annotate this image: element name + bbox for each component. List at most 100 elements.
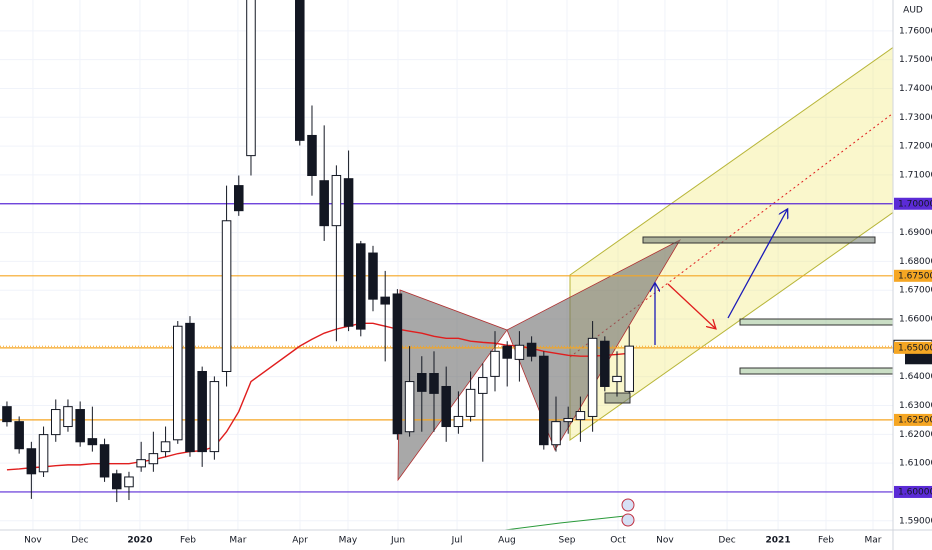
candle-body — [478, 377, 488, 394]
x-tick-label: Jul — [451, 536, 463, 546]
y-tick-label: 1.74000 — [899, 84, 932, 94]
y-tick-label: 1.73000 — [899, 113, 932, 123]
x-tick-label: Mar — [229, 536, 246, 546]
price-label-box — [894, 413, 932, 426]
candle-body — [111, 473, 122, 490]
x-tick-label: 2021 — [766, 536, 791, 546]
x-tick-label: Feb — [180, 536, 196, 546]
y-tick-label: 1.76000 — [899, 26, 932, 36]
candle-body — [575, 411, 586, 421]
candle-body — [209, 381, 220, 453]
candles — [2, 0, 634, 503]
zone — [642, 236, 876, 244]
candle-body — [26, 448, 37, 475]
candle-body — [526, 342, 537, 357]
candle-body — [356, 243, 366, 330]
price-label-box — [894, 269, 932, 282]
candle-body — [392, 293, 403, 435]
price-label: 1.65000 — [898, 343, 932, 353]
y-tick-label: 1.67000 — [899, 286, 932, 296]
candle-body — [453, 415, 464, 428]
arrow — [667, 283, 715, 328]
price-label-box — [894, 485, 932, 498]
x-tick-label: Apr — [292, 536, 308, 546]
candle-body — [50, 409, 61, 436]
y-tick-label: 1.75000 — [899, 55, 932, 65]
arrow — [727, 210, 787, 319]
candle-body — [234, 185, 244, 212]
indicator-line — [504, 515, 626, 530]
candle-body — [307, 134, 317, 177]
candle-body — [417, 373, 427, 392]
grid — [0, 0, 893, 530]
y-tick-label: 1.62000 — [899, 430, 932, 440]
candle-body — [136, 459, 146, 468]
candle-body — [490, 350, 500, 377]
y-tick-label: 1.72000 — [899, 142, 932, 152]
price-label: 1.67500 — [898, 271, 932, 281]
candle-body — [563, 417, 573, 423]
candle-body — [87, 438, 98, 446]
candle-body — [319, 180, 329, 227]
candle-body — [404, 381, 415, 433]
y-tick-label: 1.63000 — [899, 401, 932, 411]
x-tick-label: 2020 — [127, 536, 152, 546]
currency: AUD — [903, 6, 923, 16]
zone — [739, 318, 893, 326]
y-tick-label: 1.69000 — [899, 228, 932, 238]
x-tick-label: Mar — [864, 536, 881, 546]
x-tick-label: Feb — [818, 536, 834, 546]
candle-body — [441, 385, 451, 428]
candle-body — [63, 406, 73, 428]
candle-body — [612, 375, 622, 383]
event-icon — [621, 513, 635, 527]
candle-body — [38, 434, 49, 473]
candle-body — [429, 373, 439, 394]
x-tick-label: Nov — [656, 536, 674, 546]
price-label-box — [894, 197, 932, 210]
candle-body — [551, 421, 561, 446]
countdown: 1d 4h — [907, 354, 932, 364]
candle-body — [2, 406, 12, 423]
x-tick-label: Oct — [610, 536, 626, 546]
y-tick-label: 1.71000 — [899, 170, 932, 180]
candle-body — [185, 322, 195, 453]
candle-body — [197, 370, 207, 453]
axes: 1.59000 1.61000 1.62000 1.63000 1.64000 1.660… — [24, 26, 932, 546]
candle-body — [502, 345, 512, 359]
x-tick-label: Dec — [71, 536, 88, 546]
candle-body — [368, 252, 378, 300]
candle-body — [624, 345, 634, 392]
candle-body — [600, 340, 610, 387]
price-label: 1.62500 — [898, 415, 932, 425]
candle-body — [160, 441, 171, 453]
y-tick-label: 1.64000 — [899, 372, 932, 382]
candle-body — [465, 388, 476, 417]
candle-body — [99, 444, 110, 478]
x-tick-label: Sep — [559, 536, 576, 546]
y-tick-label: 1.61000 — [899, 459, 932, 469]
x-tick-label: Nov — [24, 536, 42, 546]
candle-body — [14, 421, 24, 450]
candle-body — [331, 175, 342, 227]
y-tick-label: 1.68000 — [899, 257, 932, 267]
channel-midline — [569, 112, 893, 358]
price-label: 1.60000 — [898, 487, 932, 497]
event-icon — [621, 498, 635, 512]
arrows — [504, 210, 787, 530]
candle-body — [295, 0, 305, 141]
y-tick-label: 1.59000 — [899, 516, 932, 526]
x-tick-label: Aug — [498, 536, 516, 546]
price-label: 1.70000 — [898, 199, 932, 209]
candle-body — [587, 337, 598, 417]
candle-body — [148, 453, 159, 465]
candle-body — [172, 325, 183, 441]
zone — [739, 367, 893, 375]
candle-body — [380, 296, 390, 305]
candle-body — [246, 0, 256, 157]
candle-body — [343, 178, 354, 327]
x-tick-label: May — [339, 536, 358, 546]
price-label-box — [894, 341, 932, 354]
candle-body — [75, 409, 85, 443]
